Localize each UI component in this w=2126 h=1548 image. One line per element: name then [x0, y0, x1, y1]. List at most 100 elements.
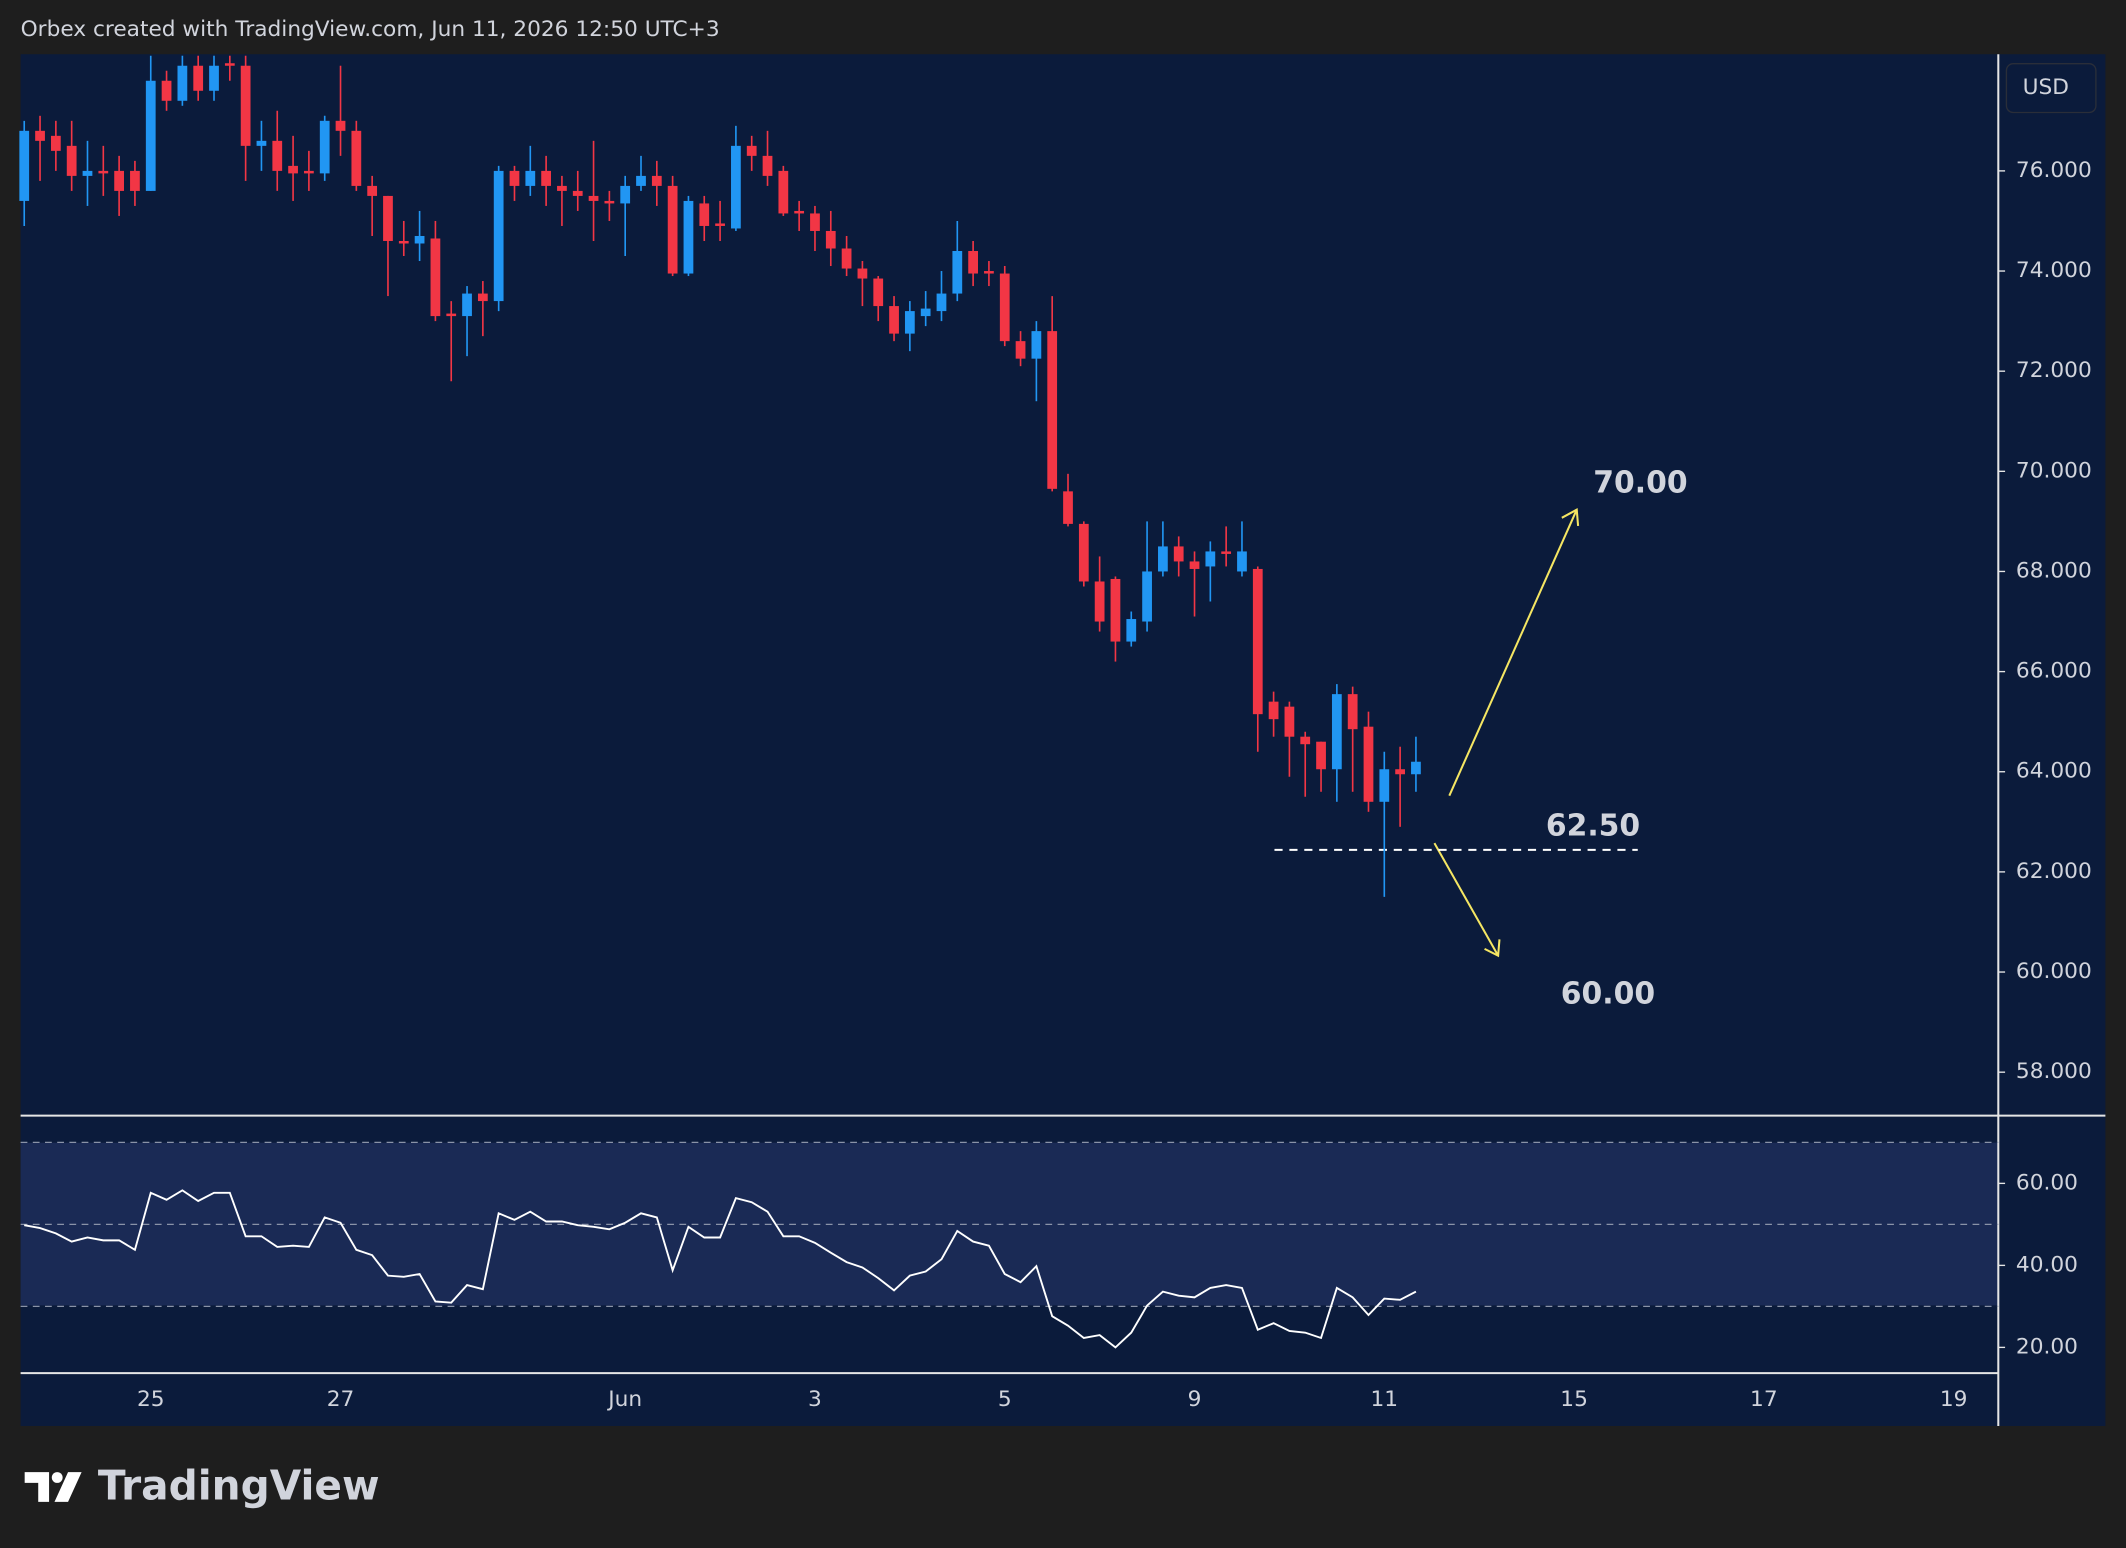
- candle-body: [1284, 706, 1295, 737]
- x-tick-label: 9: [1188, 1387, 1202, 1412]
- candle-body: [446, 313, 457, 317]
- arrow-head: [1484, 939, 1501, 958]
- candle-body: [651, 175, 662, 186]
- candle-body: [50, 135, 61, 151]
- logo-mark: [24, 1472, 82, 1502]
- candle-body: [588, 195, 599, 201]
- candle-body: [1221, 551, 1232, 554]
- x-tick-label: 3: [808, 1387, 822, 1412]
- candle-body: [1331, 694, 1342, 770]
- candle-body: [224, 63, 235, 66]
- candle-body: [1173, 546, 1184, 562]
- candle-body: [1189, 561, 1200, 569]
- candle-body: [351, 130, 362, 186]
- candle-body: [810, 213, 820, 231]
- candle-body: [873, 278, 884, 307]
- x-tick-label: 17: [1750, 1387, 1778, 1412]
- arrow-head: [1561, 508, 1580, 527]
- candle-body: [335, 120, 346, 131]
- candle-body: [825, 230, 836, 249]
- candle-body: [1126, 619, 1137, 642]
- candle-body: [177, 65, 188, 101]
- candle-body: [493, 170, 504, 302]
- y-tick-label: 66.000: [2016, 659, 2092, 684]
- rsi-line: [24, 1189, 1417, 1349]
- logo-text: TradingView: [98, 1461, 380, 1509]
- candle-body: [288, 165, 298, 174]
- candle-body: [1411, 761, 1421, 775]
- candle-body: [620, 185, 631, 204]
- y-tick-label: 68.000: [2016, 558, 2092, 583]
- candle-body: [715, 223, 725, 226]
- logo-dot: [51, 1472, 63, 1483]
- arrow-up: [1448, 509, 1578, 797]
- x-tick-label: Jun: [606, 1387, 642, 1412]
- x-tick-label: 5: [998, 1387, 1012, 1412]
- candle-body: [1316, 741, 1326, 770]
- candle-body: [367, 185, 378, 196]
- arrow-down: [1433, 842, 1500, 957]
- annotation: 62.50: [1546, 808, 1640, 843]
- candle-body: [746, 145, 757, 156]
- candle-body: [240, 65, 251, 146]
- y-tick-label: 62.000: [2016, 859, 2092, 884]
- candle-body: [636, 175, 646, 186]
- candle-body: [1395, 769, 1405, 775]
- x-tick-label: 11: [1371, 1387, 1399, 1412]
- y-tick-label: 58.000: [2016, 1059, 2092, 1084]
- candle-body: [1363, 726, 1374, 802]
- candle-body: [1158, 546, 1168, 572]
- currency-box: [2005, 63, 2097, 114]
- candle-body: [936, 293, 947, 312]
- candle-body: [1078, 523, 1089, 582]
- candle-body: [319, 120, 330, 174]
- y-tick-label: 40.00: [2016, 1252, 2078, 1277]
- candle-body: [383, 195, 393, 241]
- candle-body: [398, 240, 409, 244]
- candle-body: [889, 306, 899, 334]
- candle-body: [304, 170, 314, 174]
- candle-body: [1379, 769, 1390, 802]
- candle-body: [19, 130, 30, 201]
- candle-body: [1015, 341, 1026, 359]
- candle-body: [98, 170, 109, 174]
- candle-body: [1252, 568, 1263, 715]
- candle-body: [414, 235, 425, 244]
- candle-body: [667, 185, 678, 274]
- candle-body: [968, 251, 978, 274]
- y-tick-label: 64.000: [2016, 759, 2092, 784]
- x-tick-label: 27: [327, 1387, 355, 1412]
- candle-body: [509, 170, 520, 186]
- candle-body: [66, 145, 77, 176]
- candle-body: [984, 271, 994, 274]
- candle-body: [1205, 551, 1216, 567]
- candle-body: [256, 140, 267, 146]
- candle-body: [841, 248, 852, 269]
- candle-body: [762, 155, 773, 176]
- candle-body: [794, 210, 805, 214]
- logo: TradingView: [24, 1461, 380, 1509]
- x-tick-label: 15: [1560, 1387, 1588, 1412]
- y-tick-label: 70.000: [2016, 458, 2092, 483]
- y-tick-label: 20.00: [2016, 1334, 2078, 1359]
- x-tick-label: 19: [1940, 1387, 1968, 1412]
- candle-body: [130, 170, 140, 191]
- candle-body: [557, 185, 567, 191]
- currency-label: USD: [2023, 75, 2069, 100]
- candle-body: [1237, 551, 1247, 572]
- candle-body: [1268, 701, 1279, 720]
- candle-body: [525, 170, 536, 186]
- candle-body: [604, 200, 615, 204]
- candle-body: [1142, 571, 1152, 622]
- y-tick-label: 72.000: [2016, 358, 2092, 383]
- candle-body: [1094, 581, 1105, 622]
- candle-body: [462, 293, 472, 317]
- candle-body: [272, 140, 283, 171]
- y-tick-label: 76.000: [2016, 158, 2092, 183]
- candle-body: [477, 293, 488, 302]
- candle-body: [161, 80, 172, 101]
- candle-body: [1063, 491, 1073, 524]
- candle-body: [778, 170, 789, 214]
- candle-body: [35, 130, 45, 141]
